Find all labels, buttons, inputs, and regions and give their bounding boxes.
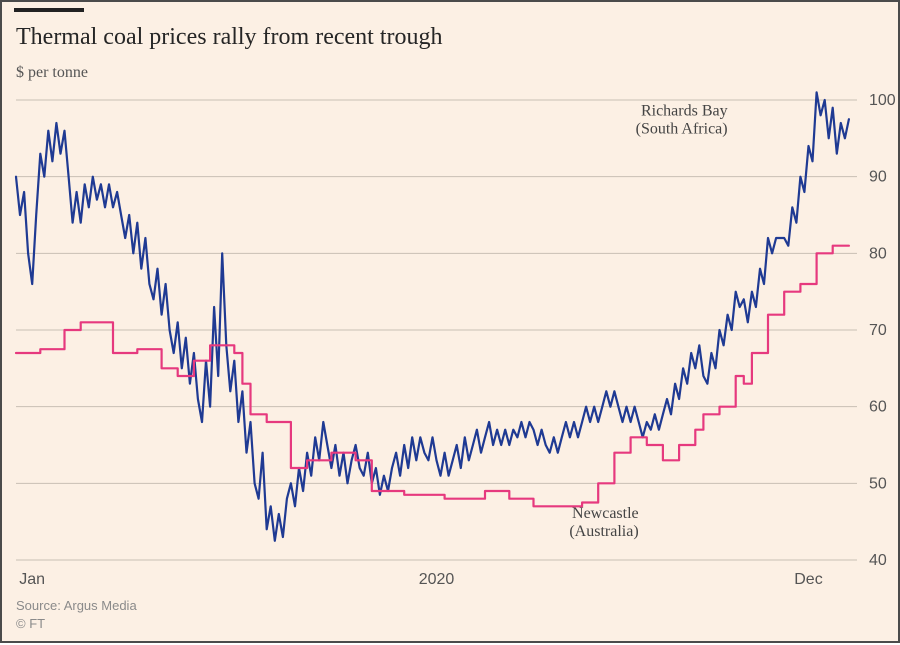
y-tick-label: 40 xyxy=(869,552,887,569)
y-tick-label: 70 xyxy=(869,322,887,339)
series-newcastle xyxy=(16,246,849,507)
series-label-newcastle: Newcastle xyxy=(572,505,639,522)
y-tick-label: 50 xyxy=(869,475,887,492)
ft-chart-card: { "layout": { "width": 900, "height": 64… xyxy=(0,0,900,643)
chart-svg: 40 50 60 70 80 90 100 Jan 2020 Dec Richards Bay(So… xyxy=(2,2,900,645)
series-label-newcastle-2: (Australia) xyxy=(569,523,638,540)
x-tick-label: Dec xyxy=(794,571,822,588)
series-label-richards_bay-2: (South Africa) xyxy=(636,120,728,137)
y-tick-label: 100 xyxy=(869,92,896,109)
series-richards_bay xyxy=(16,92,849,541)
y-tick-label: 60 xyxy=(869,399,887,416)
x-tick-label: 2020 xyxy=(419,571,455,588)
copyright-text: © FT xyxy=(16,616,45,631)
y-tick-label: 80 xyxy=(869,245,887,262)
series-label-richards_bay: Richards Bay xyxy=(641,102,728,119)
y-tick-label: 90 xyxy=(869,169,887,186)
source-text: Source: Argus Media xyxy=(16,598,137,613)
x-tick-label: Jan xyxy=(19,571,45,588)
